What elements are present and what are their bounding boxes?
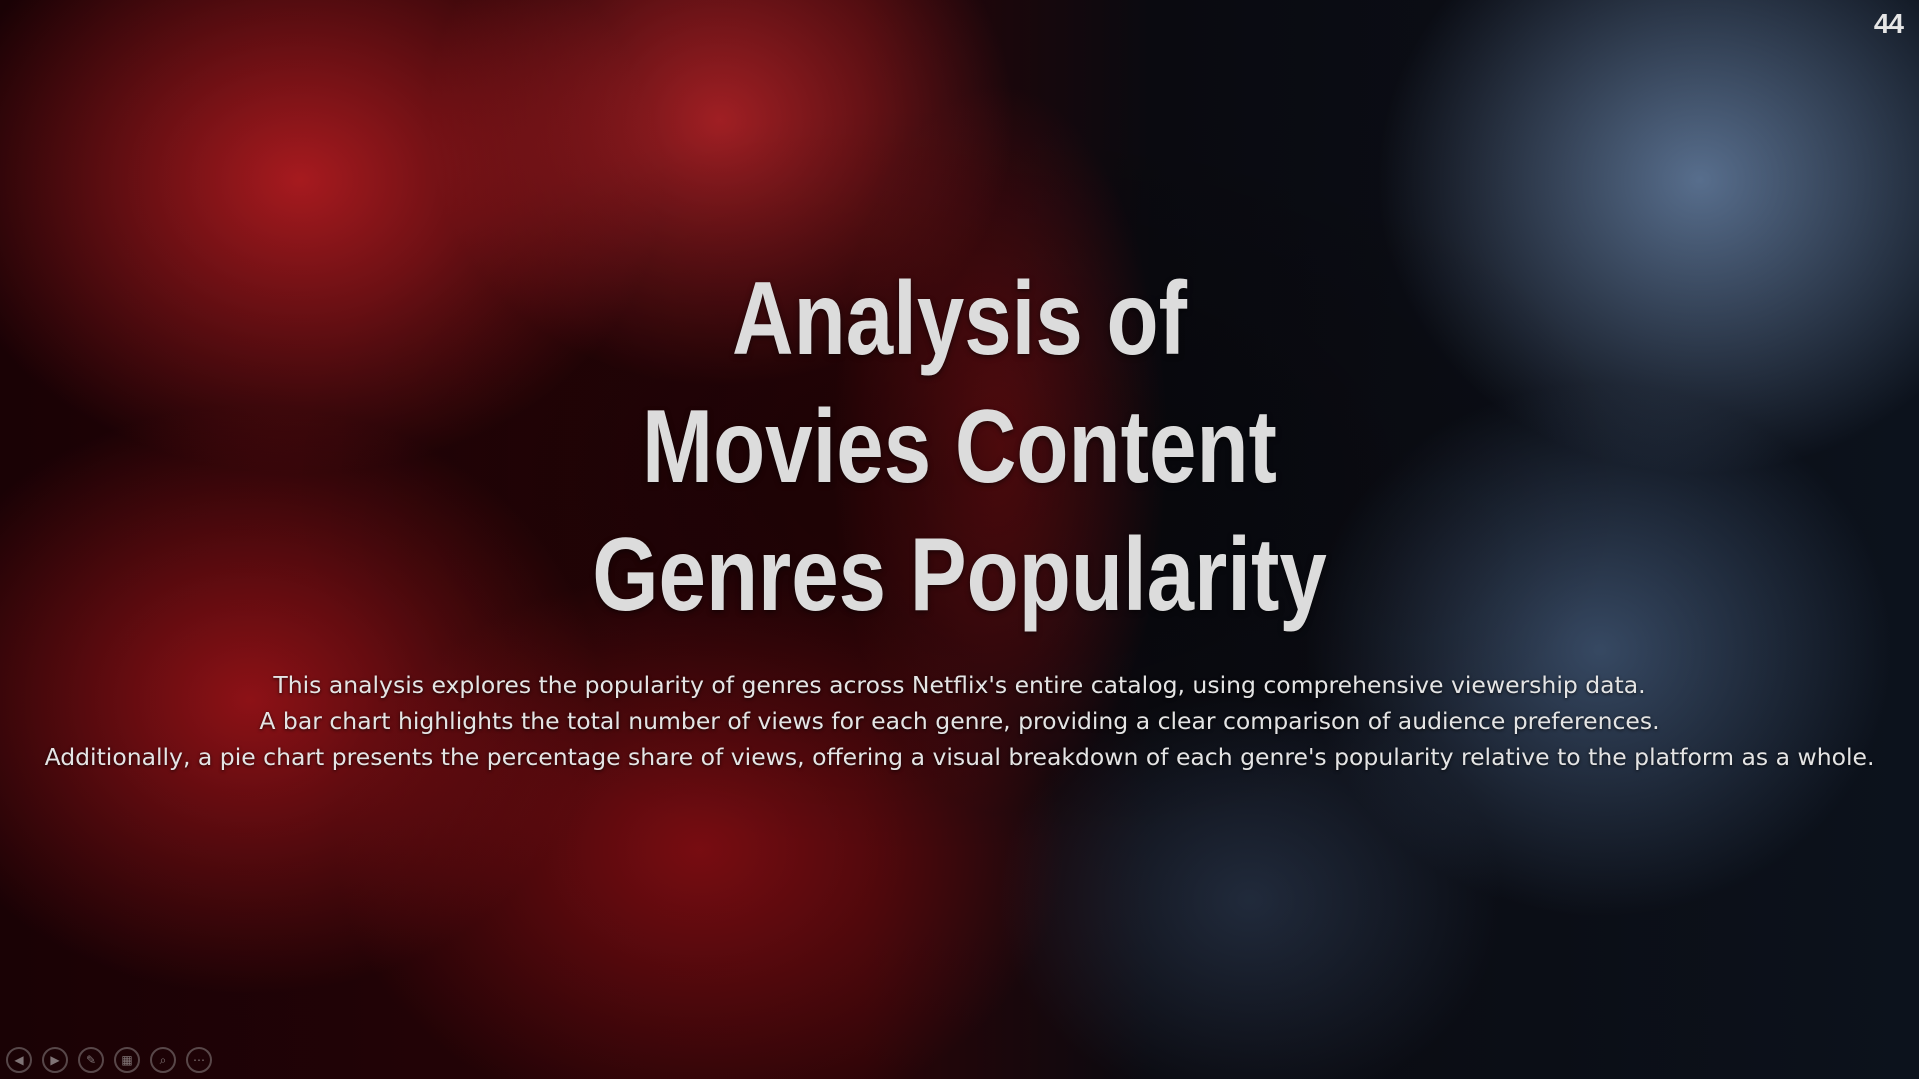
previous-icon[interactable]: ◀ (6, 1047, 32, 1073)
more-icon[interactable]: ⋯ (186, 1047, 212, 1073)
slide-description: This analysis explores the popularity of… (0, 667, 1919, 775)
zoom-icon[interactable]: ⌕ (150, 1047, 176, 1073)
presentation-controls: ◀ ▶ ✎ ▦ ⌕ ⋯ (6, 1047, 212, 1073)
slide-number: 44 (1873, 8, 1904, 39)
pen-icon[interactable]: ✎ (78, 1047, 104, 1073)
title-line-2: Movies Content (642, 389, 1277, 505)
slide-title: Analysis of Movies Content Genres Popula… (173, 255, 1747, 639)
next-icon[interactable]: ▶ (42, 1047, 68, 1073)
title-line-1: Analysis of (732, 261, 1187, 377)
title-line-3: Genres Popularity (592, 517, 1327, 633)
description-line-2: A bar chart highlights the total number … (259, 707, 1660, 735)
description-line-3: Additionally, a pie chart presents the p… (44, 743, 1875, 771)
slides-grid-icon[interactable]: ▦ (114, 1047, 140, 1073)
description-line-1: This analysis explores the popularity of… (273, 671, 1646, 699)
